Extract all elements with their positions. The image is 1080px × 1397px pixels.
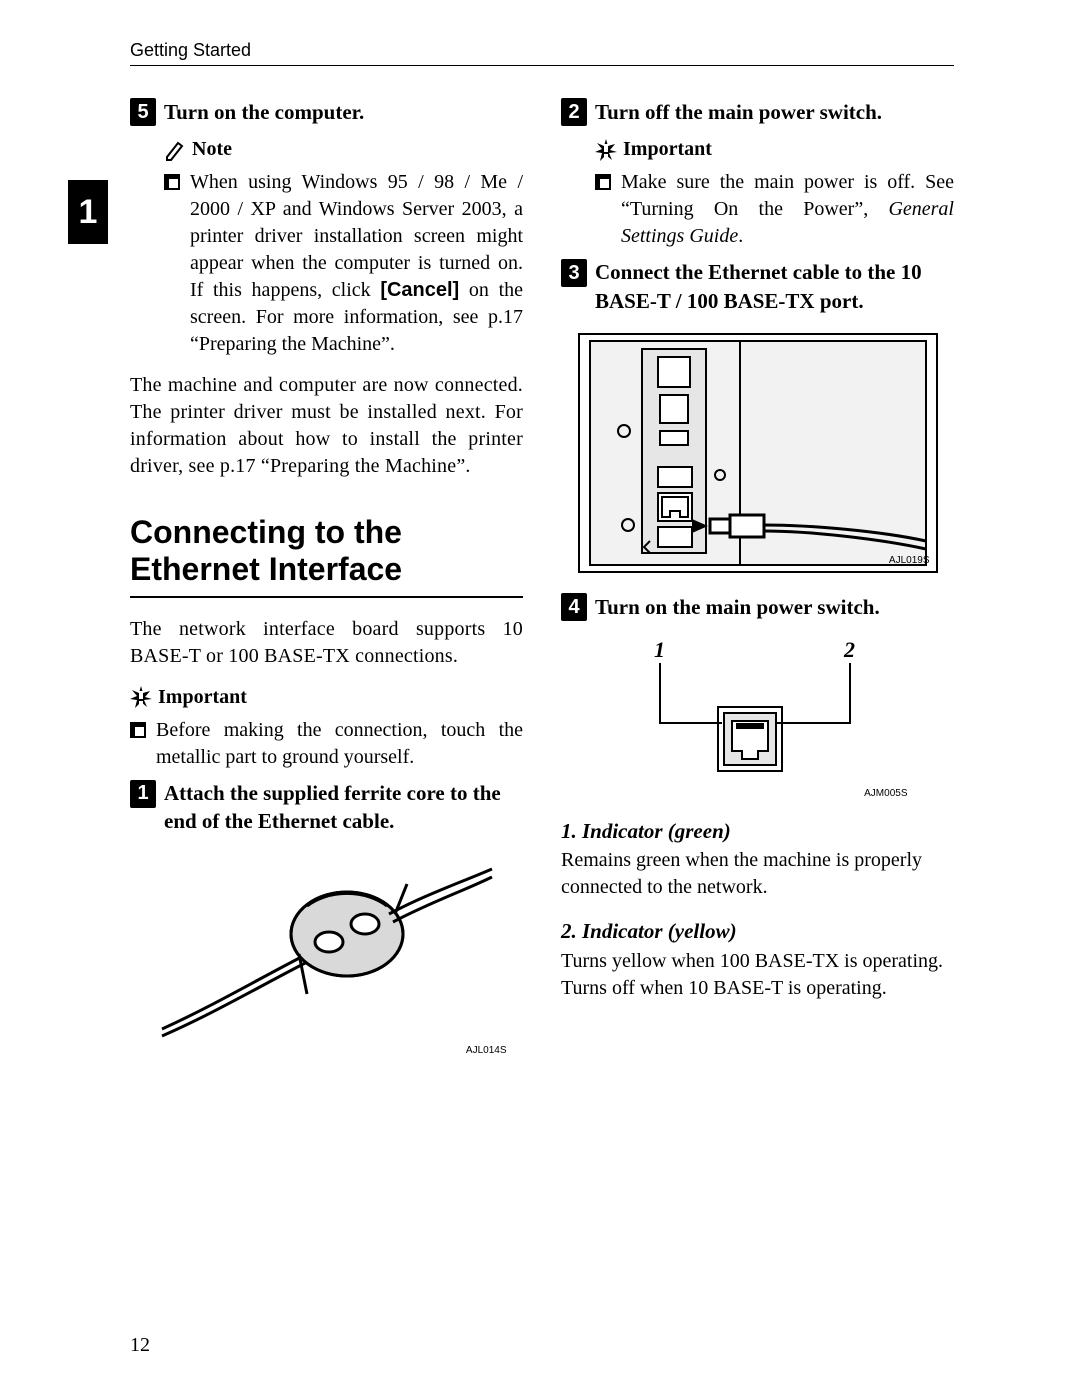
important-label: Important — [158, 684, 247, 711]
important-heading: Important — [130, 684, 523, 711]
step-d: 4 Turn on the main power switch. — [561, 593, 954, 621]
important-bullet: Before making the connection, touch the … — [130, 717, 523, 771]
svg-text:1: 1 — [654, 637, 665, 662]
figure-code: AJM005S — [608, 787, 908, 801]
ferrite-core-illustration-icon — [157, 854, 497, 1044]
starburst-icon — [595, 139, 617, 161]
step-c: 3 Connect the Ethernet cable to the 10 B… — [561, 258, 954, 315]
note-body-btn: [Cancel] — [380, 279, 459, 301]
step-number-icon: 4 — [561, 593, 587, 621]
note-label: Note — [192, 136, 232, 163]
step-number-icon: 3 — [561, 259, 587, 287]
step-text: Attach the supplied ferrite core to the … — [164, 781, 501, 833]
indicator-diagram-icon: 1 2 — [608, 635, 908, 785]
important-label: Important — [623, 136, 712, 163]
important-body: Make sure the main power is off. See “Tu… — [621, 169, 954, 250]
step-5: 5 Turn on the computer. — [130, 98, 523, 126]
important-body: Before making the connection, touch the … — [156, 717, 523, 771]
figure-ferrite-core — [130, 854, 523, 1044]
page-body: Getting Started 5 Turn on the computer. … — [130, 40, 954, 1057]
figure-code: AJL014S — [147, 1044, 507, 1058]
intro-paragraph: The network interface board supports 10 … — [130, 616, 523, 670]
figure-ethernet-port: AJL019S — [561, 333, 954, 573]
step-text: Turn on the computer. — [164, 98, 364, 126]
right-column: 2 Turn off the main power switch. Import… — [561, 96, 954, 1057]
step-text: Turn on the main power switch. — [595, 593, 880, 621]
step-number-icon: 2 — [561, 98, 587, 126]
square-bullet-icon — [595, 174, 611, 190]
note-bullet: When using Windows 95 / 98 / Me / 2000 /… — [164, 169, 523, 358]
figure-code: AJL019S — [889, 554, 930, 568]
indicator-yellow-head: 2. Indicator (yellow) — [561, 917, 954, 945]
square-bullet-icon — [130, 722, 146, 738]
indicator-yellow-body: Turns yellow when 100 BASE-TX is operati… — [561, 948, 954, 1002]
important-bullet: Make sure the main power is off. See “Tu… — [595, 169, 954, 250]
step-number-icon: 1 — [130, 780, 156, 808]
figure-indicators: 1 2 AJM005S — [561, 635, 954, 801]
important-body-post: . — [738, 225, 743, 247]
step-number-icon: 5 — [130, 98, 156, 126]
indicator-green-body: Remains green when the machine is proper… — [561, 847, 954, 901]
section-heading: Connecting to the Ethernet Interface — [130, 514, 523, 598]
page-number: 12 — [130, 1334, 150, 1357]
running-head: Getting Started — [130, 40, 954, 66]
connected-paragraph: The machine and computer are now connect… — [130, 372, 523, 480]
pencil-icon — [164, 139, 186, 161]
ethernet-port-illustration-icon — [580, 335, 936, 571]
square-bullet-icon — [164, 174, 180, 190]
step-b: 2 Turn off the main power switch. — [561, 98, 954, 126]
step-text: Turn off the main power switch. — [595, 98, 882, 126]
step-text: Connect the Ethernet cable to the 10 BAS… — [595, 260, 922, 312]
svg-text:2: 2 — [843, 637, 855, 662]
chapter-tab: 1 — [68, 180, 108, 244]
indicator-green-head: 1. Indicator (green) — [561, 817, 954, 845]
two-column-layout: 5 Turn on the computer. Note When using … — [130, 96, 954, 1057]
note-body: When using Windows 95 / 98 / Me / 2000 /… — [190, 169, 523, 358]
note-heading: Note — [164, 136, 523, 163]
important-heading: Important — [595, 136, 954, 163]
step-a: 1 Attach the supplied ferrite core to th… — [130, 779, 523, 836]
starburst-icon — [130, 686, 152, 708]
left-column: 5 Turn on the computer. Note When using … — [130, 96, 523, 1057]
